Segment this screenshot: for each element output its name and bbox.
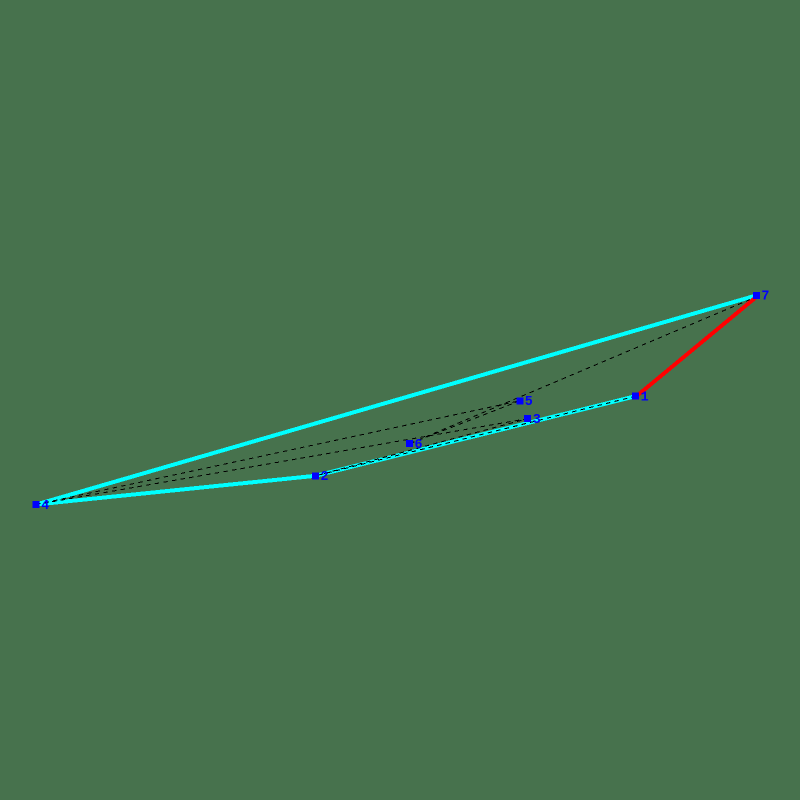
svg-text:3: 3 [533, 413, 541, 428]
svg-text:5: 5 [525, 395, 533, 410]
svg-text:6: 6 [415, 438, 423, 453]
svg-text:4: 4 [41, 499, 49, 514]
svg-text:2: 2 [321, 470, 329, 485]
svg-text:1: 1 [641, 391, 649, 406]
svg-text:7: 7 [761, 290, 769, 305]
